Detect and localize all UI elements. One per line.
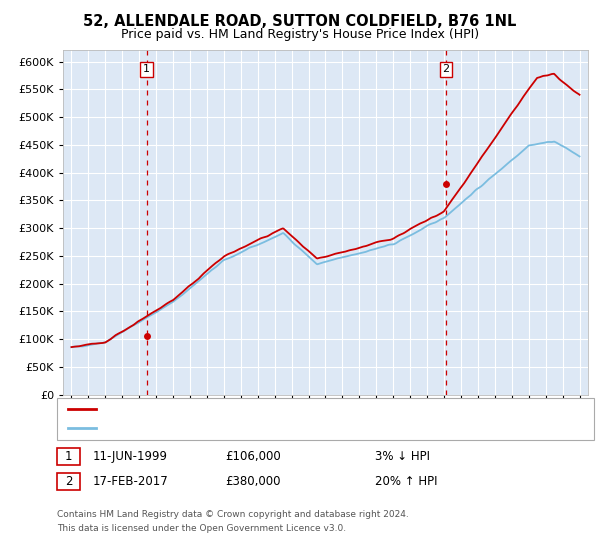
Text: This data is licensed under the Open Government Licence v3.0.: This data is licensed under the Open Gov… (57, 524, 346, 533)
Text: 1: 1 (143, 64, 150, 74)
Text: 52, ALLENDALE ROAD, SUTTON COLDFIELD, B76 1NL (detached house): 52, ALLENDALE ROAD, SUTTON COLDFIELD, B7… (102, 404, 491, 414)
Text: 11-JUN-1999: 11-JUN-1999 (93, 450, 168, 463)
Text: 3% ↓ HPI: 3% ↓ HPI (375, 450, 430, 463)
Text: HPI: Average price, detached house, Birmingham: HPI: Average price, detached house, Birm… (102, 423, 371, 433)
Text: Price paid vs. HM Land Registry's House Price Index (HPI): Price paid vs. HM Land Registry's House … (121, 28, 479, 41)
Text: 2: 2 (443, 64, 449, 74)
Text: 17-FEB-2017: 17-FEB-2017 (93, 475, 169, 488)
Text: 52, ALLENDALE ROAD, SUTTON COLDFIELD, B76 1NL: 52, ALLENDALE ROAD, SUTTON COLDFIELD, B7… (83, 14, 517, 29)
Text: 1: 1 (65, 450, 72, 463)
Text: £106,000: £106,000 (225, 450, 281, 463)
Text: £380,000: £380,000 (225, 475, 281, 488)
Text: 20% ↑ HPI: 20% ↑ HPI (375, 475, 437, 488)
Text: Contains HM Land Registry data © Crown copyright and database right 2024.: Contains HM Land Registry data © Crown c… (57, 510, 409, 519)
Text: 2: 2 (65, 475, 72, 488)
